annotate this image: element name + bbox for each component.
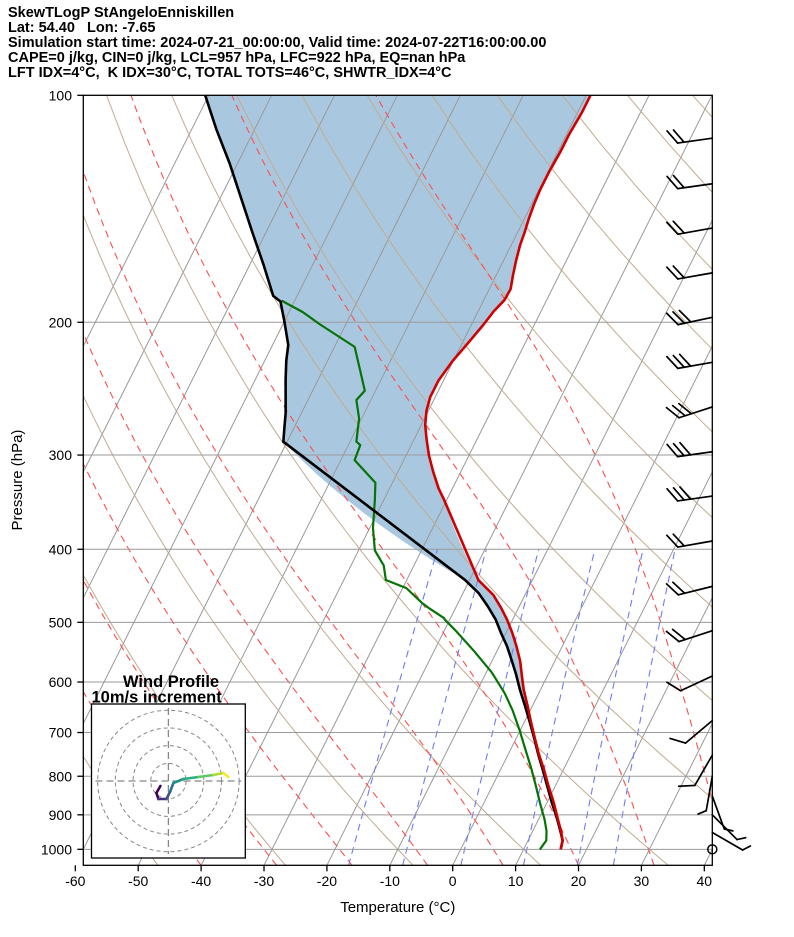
svg-text:500: 500 <box>49 614 73 630</box>
svg-text:40: 40 <box>697 873 713 889</box>
svg-text:20: 20 <box>571 873 587 889</box>
svg-text:-30: -30 <box>254 873 274 889</box>
svg-text:-50: -50 <box>128 873 148 889</box>
svg-text:600: 600 <box>49 674 73 690</box>
svg-text:-60: -60 <box>65 873 85 889</box>
svg-text:800: 800 <box>49 768 73 784</box>
svg-text:-10: -10 <box>380 873 400 889</box>
svg-text:100: 100 <box>49 87 73 103</box>
svg-text:Pressure (hPa): Pressure (hPa) <box>9 430 26 531</box>
svg-text:1000: 1000 <box>41 841 72 857</box>
svg-text:400: 400 <box>49 541 73 557</box>
svg-text:10m/s increment: 10m/s increment <box>92 689 223 707</box>
svg-text:200: 200 <box>49 314 73 330</box>
svg-text:300: 300 <box>49 447 73 463</box>
svg-text:30: 30 <box>634 873 650 889</box>
svg-text:-40: -40 <box>191 873 211 889</box>
svg-text:900: 900 <box>49 807 73 823</box>
svg-text:0: 0 <box>449 873 457 889</box>
svg-text:-20: -20 <box>317 873 337 889</box>
svg-text:700: 700 <box>49 725 73 741</box>
svg-text:Temperature (°C): Temperature (°C) <box>340 899 455 916</box>
svg-text:10: 10 <box>508 873 524 889</box>
